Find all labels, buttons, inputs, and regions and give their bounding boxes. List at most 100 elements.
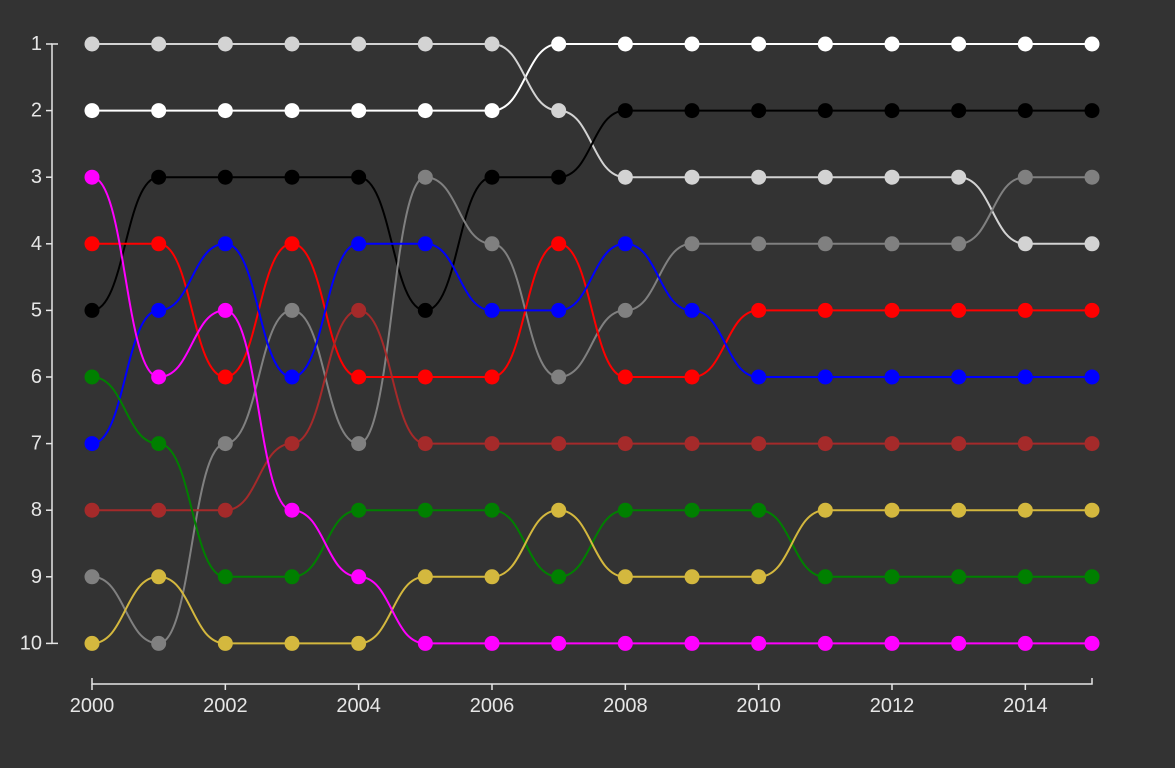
data-point[interactable]	[84, 302, 100, 318]
data-point[interactable]	[151, 502, 167, 518]
data-point[interactable]	[417, 502, 433, 518]
data-point[interactable]	[1017, 302, 1033, 318]
data-point[interactable]	[817, 369, 833, 385]
data-point[interactable]	[617, 36, 633, 52]
data-point[interactable]	[484, 369, 500, 385]
data-point[interactable]	[417, 36, 433, 52]
data-point[interactable]	[617, 569, 633, 585]
data-point[interactable]	[884, 36, 900, 52]
data-point[interactable]	[951, 436, 967, 452]
data-point[interactable]	[751, 169, 767, 185]
data-point[interactable]	[617, 502, 633, 518]
data-point[interactable]	[217, 36, 233, 52]
data-point[interactable]	[817, 236, 833, 252]
data-point[interactable]	[484, 36, 500, 52]
data-point[interactable]	[1084, 635, 1100, 651]
data-point[interactable]	[484, 569, 500, 585]
data-point[interactable]	[951, 635, 967, 651]
data-point[interactable]	[417, 169, 433, 185]
data-point[interactable]	[284, 569, 300, 585]
data-point[interactable]	[751, 569, 767, 585]
data-point[interactable]	[151, 436, 167, 452]
data-point[interactable]	[951, 369, 967, 385]
data-point[interactable]	[1084, 302, 1100, 318]
data-point[interactable]	[884, 635, 900, 651]
data-point[interactable]	[1084, 36, 1100, 52]
data-point[interactable]	[817, 569, 833, 585]
data-point[interactable]	[284, 236, 300, 252]
data-point[interactable]	[217, 169, 233, 185]
data-point[interactable]	[884, 103, 900, 119]
data-point[interactable]	[951, 103, 967, 119]
data-point[interactable]	[551, 169, 567, 185]
data-point[interactable]	[1017, 169, 1033, 185]
data-point[interactable]	[351, 369, 367, 385]
data-point[interactable]	[884, 302, 900, 318]
data-point[interactable]	[1017, 36, 1033, 52]
data-point[interactable]	[551, 635, 567, 651]
data-point[interactable]	[417, 103, 433, 119]
data-point[interactable]	[284, 302, 300, 318]
data-point[interactable]	[1084, 169, 1100, 185]
data-point[interactable]	[84, 169, 100, 185]
data-point[interactable]	[1017, 436, 1033, 452]
data-point[interactable]	[951, 236, 967, 252]
data-point[interactable]	[84, 36, 100, 52]
data-point[interactable]	[684, 635, 700, 651]
data-point[interactable]	[684, 569, 700, 585]
data-point[interactable]	[817, 36, 833, 52]
data-point[interactable]	[484, 236, 500, 252]
data-point[interactable]	[1084, 569, 1100, 585]
data-point[interactable]	[884, 236, 900, 252]
data-point[interactable]	[284, 369, 300, 385]
data-point[interactable]	[817, 436, 833, 452]
data-point[interactable]	[217, 502, 233, 518]
data-point[interactable]	[217, 635, 233, 651]
data-point[interactable]	[151, 169, 167, 185]
data-point[interactable]	[484, 502, 500, 518]
data-point[interactable]	[951, 302, 967, 318]
data-point[interactable]	[817, 502, 833, 518]
data-point[interactable]	[817, 302, 833, 318]
data-point[interactable]	[151, 36, 167, 52]
data-point[interactable]	[751, 436, 767, 452]
data-point[interactable]	[884, 569, 900, 585]
data-point[interactable]	[284, 169, 300, 185]
data-point[interactable]	[617, 436, 633, 452]
data-point[interactable]	[417, 635, 433, 651]
data-point[interactable]	[351, 569, 367, 585]
data-point[interactable]	[751, 103, 767, 119]
data-point[interactable]	[617, 103, 633, 119]
data-point[interactable]	[351, 502, 367, 518]
data-point[interactable]	[751, 236, 767, 252]
data-point[interactable]	[1084, 236, 1100, 252]
data-point[interactable]	[351, 36, 367, 52]
data-point[interactable]	[684, 369, 700, 385]
data-point[interactable]	[284, 635, 300, 651]
data-point[interactable]	[684, 302, 700, 318]
data-point[interactable]	[217, 569, 233, 585]
data-point[interactable]	[151, 236, 167, 252]
data-point[interactable]	[817, 169, 833, 185]
data-point[interactable]	[151, 569, 167, 585]
data-point[interactable]	[884, 169, 900, 185]
data-point[interactable]	[351, 302, 367, 318]
data-point[interactable]	[351, 236, 367, 252]
data-point[interactable]	[1084, 369, 1100, 385]
data-point[interactable]	[217, 302, 233, 318]
data-point[interactable]	[617, 236, 633, 252]
data-point[interactable]	[1084, 502, 1100, 518]
data-point[interactable]	[151, 635, 167, 651]
data-point[interactable]	[84, 502, 100, 518]
data-point[interactable]	[817, 103, 833, 119]
data-point[interactable]	[551, 103, 567, 119]
data-point[interactable]	[751, 635, 767, 651]
data-point[interactable]	[417, 436, 433, 452]
data-point[interactable]	[684, 36, 700, 52]
data-point[interactable]	[284, 502, 300, 518]
data-point[interactable]	[417, 369, 433, 385]
data-point[interactable]	[417, 302, 433, 318]
data-point[interactable]	[351, 635, 367, 651]
data-point[interactable]	[84, 436, 100, 452]
data-point[interactable]	[217, 369, 233, 385]
